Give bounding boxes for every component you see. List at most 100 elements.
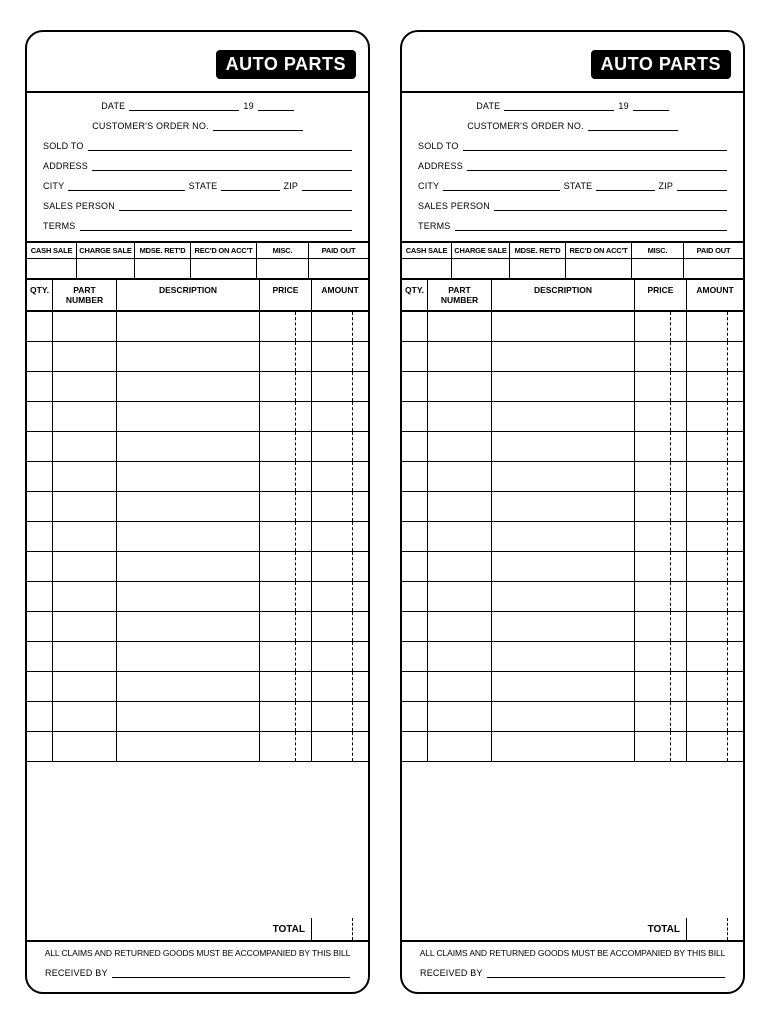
cell-qty[interactable] xyxy=(27,372,53,401)
cell-part[interactable] xyxy=(428,642,492,671)
check-cash[interactable] xyxy=(402,259,452,278)
terms-line[interactable] xyxy=(455,221,728,231)
cell-part[interactable] xyxy=(53,402,117,431)
cell-price[interactable] xyxy=(635,402,687,431)
cell-qty[interactable] xyxy=(27,702,53,731)
cell-qty[interactable] xyxy=(27,732,53,761)
cell-amount[interactable] xyxy=(687,582,743,611)
cell-desc[interactable] xyxy=(492,462,635,491)
item-row[interactable] xyxy=(27,402,368,432)
cell-price[interactable] xyxy=(635,372,687,401)
cell-qty[interactable] xyxy=(27,642,53,671)
cell-price[interactable] xyxy=(635,342,687,371)
item-row[interactable] xyxy=(402,372,743,402)
cell-amount[interactable] xyxy=(312,552,368,581)
cell-desc[interactable] xyxy=(492,582,635,611)
cell-amount[interactable] xyxy=(312,402,368,431)
item-row[interactable] xyxy=(27,492,368,522)
cell-desc[interactable] xyxy=(117,582,260,611)
check-misc[interactable] xyxy=(632,259,684,278)
cell-qty[interactable] xyxy=(402,402,428,431)
cell-qty[interactable] xyxy=(402,732,428,761)
cell-part[interactable] xyxy=(428,312,492,341)
cell-part[interactable] xyxy=(428,432,492,461)
cell-desc[interactable] xyxy=(492,732,635,761)
cell-amount[interactable] xyxy=(687,402,743,431)
cell-price[interactable] xyxy=(260,462,312,491)
cell-desc[interactable] xyxy=(117,462,260,491)
item-row[interactable] xyxy=(27,672,368,702)
cell-desc[interactable] xyxy=(117,522,260,551)
cell-amount[interactable] xyxy=(312,582,368,611)
cell-desc[interactable] xyxy=(117,342,260,371)
cell-amount[interactable] xyxy=(687,642,743,671)
check-paid[interactable] xyxy=(684,259,743,278)
cell-part[interactable] xyxy=(428,732,492,761)
cell-desc[interactable] xyxy=(492,702,635,731)
order-line[interactable] xyxy=(213,121,303,131)
cell-amount[interactable] xyxy=(687,312,743,341)
check-paid[interactable] xyxy=(309,259,368,278)
date-line[interactable] xyxy=(129,101,239,111)
cell-desc[interactable] xyxy=(117,612,260,641)
cell-desc[interactable] xyxy=(117,672,260,701)
cell-part[interactable] xyxy=(428,672,492,701)
cell-amount[interactable] xyxy=(312,432,368,461)
cell-price[interactable] xyxy=(635,462,687,491)
cell-desc[interactable] xyxy=(117,372,260,401)
cell-amount[interactable] xyxy=(687,342,743,371)
check-mdse[interactable] xyxy=(510,259,566,278)
cell-price[interactable] xyxy=(260,672,312,701)
item-row[interactable] xyxy=(27,372,368,402)
cell-part[interactable] xyxy=(428,462,492,491)
cell-price[interactable] xyxy=(635,582,687,611)
cell-amount[interactable] xyxy=(312,492,368,521)
cell-part[interactable] xyxy=(53,432,117,461)
item-row[interactable] xyxy=(402,402,743,432)
cell-qty[interactable] xyxy=(27,672,53,701)
cell-price[interactable] xyxy=(260,402,312,431)
cell-price[interactable] xyxy=(260,372,312,401)
item-row[interactable] xyxy=(27,462,368,492)
cell-price[interactable] xyxy=(260,612,312,641)
salesperson-line[interactable] xyxy=(119,201,352,211)
cell-qty[interactable] xyxy=(27,492,53,521)
cell-price[interactable] xyxy=(260,552,312,581)
cell-amount[interactable] xyxy=(312,642,368,671)
soldto-line[interactable] xyxy=(463,141,727,151)
cell-price[interactable] xyxy=(635,612,687,641)
item-row[interactable] xyxy=(27,342,368,372)
cell-part[interactable] xyxy=(53,342,117,371)
item-row[interactable] xyxy=(402,432,743,462)
cell-qty[interactable] xyxy=(402,492,428,521)
item-row[interactable] xyxy=(27,312,368,342)
cell-amount[interactable] xyxy=(687,462,743,491)
item-row[interactable] xyxy=(402,702,743,732)
cell-desc[interactable] xyxy=(492,312,635,341)
total-amount[interactable] xyxy=(312,918,368,940)
cell-desc[interactable] xyxy=(492,402,635,431)
cell-part[interactable] xyxy=(53,372,117,401)
cell-price[interactable] xyxy=(260,342,312,371)
cell-amount[interactable] xyxy=(687,732,743,761)
cell-amount[interactable] xyxy=(312,462,368,491)
cell-price[interactable] xyxy=(635,672,687,701)
cell-desc[interactable] xyxy=(492,612,635,641)
cell-amount[interactable] xyxy=(312,672,368,701)
check-misc[interactable] xyxy=(257,259,309,278)
cell-qty[interactable] xyxy=(402,312,428,341)
cell-part[interactable] xyxy=(53,522,117,551)
check-recd[interactable] xyxy=(191,259,257,278)
item-row[interactable] xyxy=(27,552,368,582)
item-row[interactable] xyxy=(402,462,743,492)
cell-part[interactable] xyxy=(53,702,117,731)
received-line[interactable] xyxy=(487,968,725,978)
cell-part[interactable] xyxy=(53,582,117,611)
cell-qty[interactable] xyxy=(27,402,53,431)
item-row[interactable] xyxy=(27,582,368,612)
soldto-line[interactable] xyxy=(88,141,352,151)
cell-desc[interactable] xyxy=(117,552,260,581)
cell-desc[interactable] xyxy=(117,702,260,731)
received-line[interactable] xyxy=(112,968,350,978)
cell-price[interactable] xyxy=(260,582,312,611)
